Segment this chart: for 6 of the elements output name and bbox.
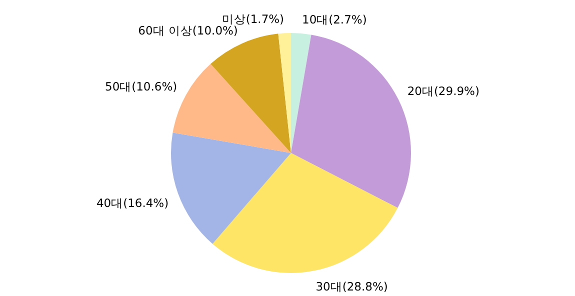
slice-label: 20대(29.9%) (407, 84, 480, 98)
slice-label: 10대(2.7%) (302, 12, 367, 26)
slice-label: 40대(16.4%) (96, 196, 169, 210)
slice-label: 미상(1.7%) (222, 12, 284, 26)
slice-label: 30대(28.8%) (316, 280, 388, 294)
slice-label: 50대(10.6%) (105, 79, 178, 94)
